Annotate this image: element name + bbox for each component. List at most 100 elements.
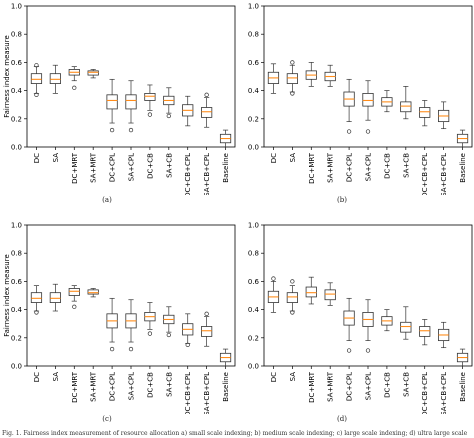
y-tick-label: 0.2 [248, 334, 259, 342]
box [144, 93, 156, 101]
y-tick-label: 0.2 [11, 115, 22, 123]
flier-point [34, 310, 39, 315]
box [305, 286, 317, 298]
subcaption-c: (c) [102, 415, 112, 423]
x-tick-label: DC [270, 153, 278, 163]
x-tick-label: Baseline [222, 372, 230, 402]
x-tick-label: Baseline [222, 153, 230, 183]
flier-point [290, 60, 295, 65]
x-tick-label: DC+CB+CPL [421, 372, 429, 414]
y-tick-label: 0.4 [11, 87, 23, 95]
x-tick-label: DC+CB [146, 372, 154, 398]
x-tick-label: DC [33, 372, 41, 382]
figure-caption: Fig. 1. Fairness index measurement of re… [2, 430, 468, 437]
y-tick-label: 0.4 [248, 306, 260, 314]
x-tick-label: DC+CPL [109, 372, 117, 401]
box [125, 94, 137, 110]
x-tick-label: SA+CPL [128, 372, 136, 400]
y-tick-label: 0.0 [11, 363, 22, 371]
flier-point [290, 91, 295, 96]
x-tick-label: SA [52, 153, 60, 163]
y-tick-label: 1.0 [11, 3, 22, 11]
subcaption-d: (d) [337, 415, 347, 423]
y-tick-label: 1.0 [248, 3, 259, 11]
flier-point [34, 63, 39, 68]
x-tick-label: SA+CPL [365, 372, 373, 400]
flier-point [109, 127, 115, 133]
flier-point [365, 348, 371, 353]
x-tick-label: Baseline [459, 372, 467, 402]
x-tick-label: DC [270, 372, 278, 382]
y-tick-label: 0.6 [248, 278, 260, 286]
x-tick-label: DC+CB [146, 153, 154, 179]
x-tick-label: SA+CB [402, 153, 410, 178]
flier-point [290, 279, 295, 284]
x-tick-label: DC+CB [383, 153, 391, 179]
y-axis-label: Fairness index measure [3, 254, 11, 337]
x-tick-label: DC+MRT [308, 371, 316, 403]
y-tick-label: 0.2 [248, 115, 259, 123]
x-tick-label: SA+CPL [128, 153, 136, 181]
x-tick-label: SA+MRT [327, 152, 335, 183]
x-tick-label: SA+MRT [90, 152, 98, 183]
flier-point [72, 304, 77, 309]
x-tick-label: SA+CB+CPL [203, 153, 211, 195]
subcaption-b: (b) [337, 196, 347, 204]
flier-point [166, 332, 171, 338]
box [362, 93, 374, 107]
x-tick-label: SA+CB [165, 153, 173, 178]
flier-point [346, 129, 352, 134]
x-tick-label: DC+MRT [71, 371, 79, 403]
flier-point [271, 276, 276, 281]
y-tick-label: 1.0 [248, 222, 259, 230]
box [286, 292, 298, 303]
boxplot-panel-d: 0.0 0.2 0.4 0.6 0.8 1.0 DC SA DC+MRT SA+MRT DC+CPL… [248, 222, 473, 414]
box [49, 73, 61, 84]
x-tick-label: SA+CPL [365, 153, 373, 181]
y-tick-label: 0.8 [248, 250, 259, 258]
boxplot-panel-c: 0.0 0.2 0.4 0.6 0.8 1.0 Fairness index measure… [3, 222, 236, 414]
x-tick-label: SA+CB+CPL [203, 372, 211, 414]
box [49, 292, 61, 303]
x-tick-label: SA+MRT [90, 371, 98, 402]
x-tick-label: DC+MRT [308, 152, 316, 184]
x-tick-label: SA+CB [165, 372, 173, 397]
box [68, 288, 80, 296]
x-tick-label: DC+CB [383, 372, 391, 398]
box [106, 94, 118, 110]
flier-point [128, 127, 134, 133]
x-tick-label: SA+CB [402, 372, 410, 397]
y-tick-label: 0.0 [11, 144, 22, 152]
flier-point [72, 85, 77, 90]
box [201, 107, 213, 118]
y-tick-label: 0.0 [248, 144, 259, 152]
y-tick-label: 0.6 [11, 59, 23, 67]
box [419, 326, 431, 337]
x-tick-label: DC+CPL [346, 372, 354, 401]
box [87, 289, 99, 295]
x-tick-label: SA+CB+CPL [440, 153, 448, 195]
flier-point [185, 342, 190, 347]
flier-point [147, 112, 153, 117]
y-tick-label: 0.2 [11, 334, 22, 342]
y-tick-label: 0.0 [248, 363, 259, 371]
subcaption-a: (a) [102, 196, 112, 204]
x-tick-label: DC+CPL [109, 153, 117, 182]
x-tick-label: DC+CB+CPL [184, 372, 192, 414]
flier-point [109, 346, 115, 352]
x-tick-label: SA+CB+CPL [440, 372, 448, 414]
flier-point [365, 129, 371, 134]
x-tick-label: SA [289, 372, 297, 382]
x-tick-label: DC+CB+CPL [184, 153, 192, 195]
y-tick-label: 0.8 [11, 31, 22, 39]
y-tick-label: 0.4 [248, 87, 260, 95]
flier-point [204, 311, 209, 316]
flier-point [290, 310, 295, 315]
x-tick-label: DC+CB+CPL [421, 153, 429, 195]
box [419, 107, 431, 118]
y-tick-label: 0.8 [11, 250, 22, 258]
box [30, 73, 43, 84]
box [30, 292, 43, 303]
box [400, 321, 412, 333]
